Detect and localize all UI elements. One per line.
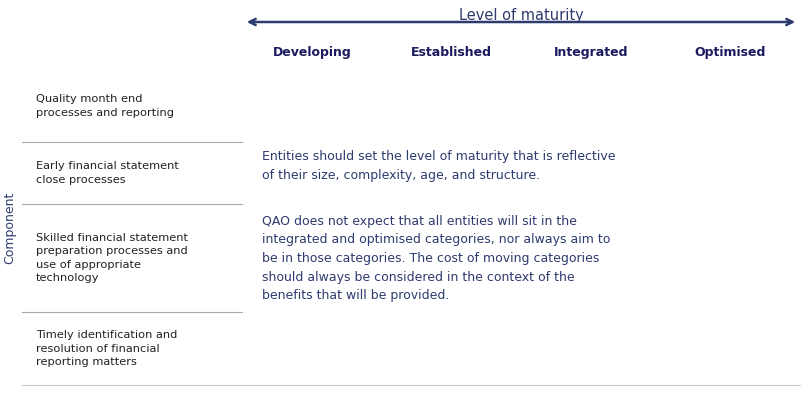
Text: Early financial statement
close processes: Early financial statement close processe… bbox=[36, 162, 179, 185]
Text: Component: Component bbox=[3, 191, 17, 264]
Text: Optimised: Optimised bbox=[694, 46, 766, 59]
Text: Established: Established bbox=[411, 46, 492, 59]
Text: Developing: Developing bbox=[272, 46, 351, 59]
Text: Integrated: Integrated bbox=[553, 46, 628, 59]
Text: QAO does not expect that all entities will sit in the
integrated and optimised c: QAO does not expect that all entities wi… bbox=[262, 215, 610, 302]
Text: Level of maturity: Level of maturity bbox=[459, 8, 583, 23]
Text: Quality month end
processes and reporting: Quality month end processes and reportin… bbox=[36, 94, 174, 118]
Text: Skilled financial statement
preparation processes and
use of appropriate
technol: Skilled financial statement preparation … bbox=[36, 233, 188, 283]
Text: Timely identification and
resolution of financial
reporting matters: Timely identification and resolution of … bbox=[36, 330, 177, 367]
Text: Entities should set the level of maturity that is reflective
of their size, comp: Entities should set the level of maturit… bbox=[262, 150, 615, 182]
